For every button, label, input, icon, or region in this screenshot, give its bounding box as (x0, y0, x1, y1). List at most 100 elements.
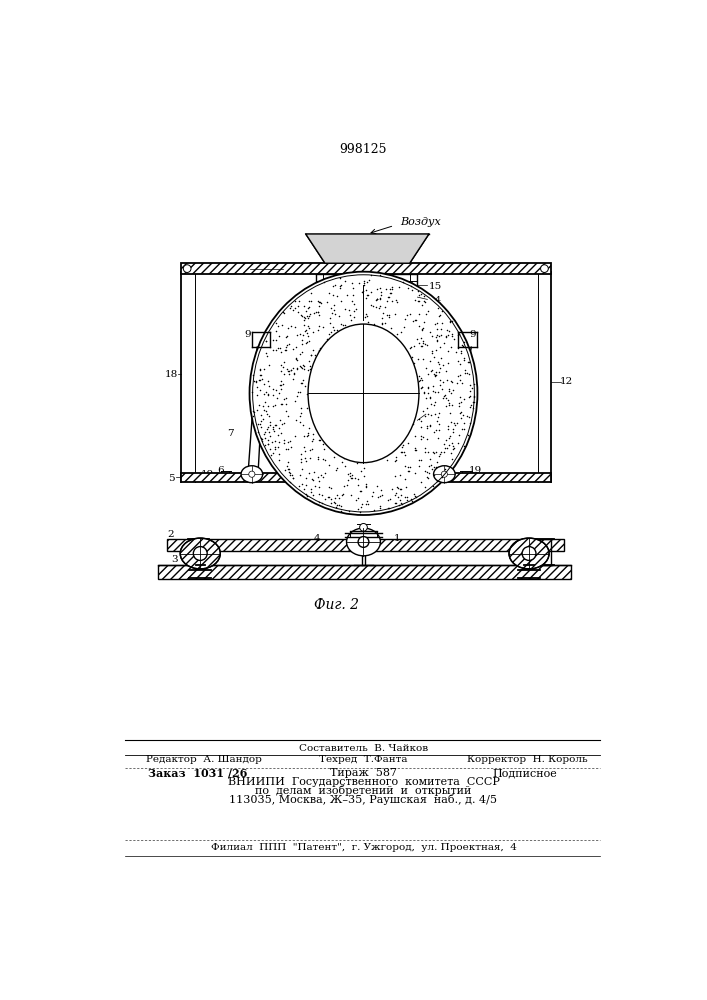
Point (443, 395, 455, 411)
Point (310, 304, 322, 320)
Circle shape (249, 471, 255, 477)
Point (289, 393, 300, 409)
Point (375, 287, 386, 303)
Point (277, 416, 288, 432)
Point (258, 376, 269, 392)
Point (439, 387, 450, 403)
Point (439, 440, 450, 456)
Point (421, 464, 433, 480)
Point (391, 294, 402, 310)
Point (282, 441, 293, 457)
Point (385, 285, 397, 301)
Text: 21: 21 (425, 408, 438, 417)
Point (407, 493, 418, 509)
Point (395, 481, 406, 497)
Point (421, 420, 433, 436)
Point (281, 337, 292, 353)
Point (281, 342, 292, 358)
Point (281, 361, 292, 377)
Point (436, 381, 448, 397)
Point (287, 371, 298, 387)
Point (301, 428, 312, 444)
Point (267, 332, 279, 348)
Point (391, 485, 402, 501)
Point (434, 339, 445, 355)
Point (358, 277, 369, 293)
Point (452, 353, 464, 369)
Point (275, 425, 286, 441)
Point (354, 504, 366, 520)
Point (352, 471, 363, 487)
Point (459, 362, 470, 378)
Point (452, 327, 464, 343)
Point (308, 342, 319, 358)
Point (415, 372, 426, 388)
Point (252, 416, 264, 432)
Point (271, 323, 282, 339)
Point (448, 441, 459, 457)
Point (300, 453, 311, 469)
Point (296, 344, 308, 360)
Point (344, 307, 356, 323)
Point (362, 314, 373, 330)
Point (426, 362, 437, 378)
Point (337, 486, 349, 502)
Point (353, 275, 364, 291)
Point (397, 444, 408, 460)
Point (449, 440, 460, 456)
Point (280, 339, 291, 355)
Point (275, 357, 286, 373)
Point (264, 424, 275, 440)
Point (273, 446, 284, 462)
Point (448, 438, 459, 454)
Point (263, 357, 274, 373)
Point (416, 419, 427, 435)
Point (278, 359, 289, 375)
Point (394, 497, 405, 513)
Point (342, 472, 354, 488)
Point (298, 428, 310, 444)
Point (457, 407, 469, 423)
Point (429, 394, 440, 410)
Point (463, 354, 474, 370)
Point (261, 421, 272, 437)
Point (443, 323, 455, 339)
Point (413, 351, 424, 367)
Point (440, 329, 452, 345)
Point (260, 333, 271, 349)
Point (256, 433, 267, 449)
Point (318, 441, 329, 457)
Point (286, 439, 297, 455)
Point (302, 362, 313, 378)
Point (415, 428, 426, 444)
Point (416, 286, 427, 302)
Ellipse shape (180, 538, 221, 569)
Point (331, 497, 342, 513)
Point (255, 416, 266, 432)
Text: 15: 15 (429, 282, 442, 291)
Point (296, 461, 308, 477)
Point (351, 455, 362, 471)
Point (300, 322, 312, 338)
Point (264, 428, 276, 444)
Point (260, 333, 271, 349)
Point (262, 432, 273, 448)
Point (283, 366, 294, 382)
Point (315, 294, 326, 310)
Point (314, 318, 325, 334)
Text: 6: 6 (218, 466, 224, 475)
Point (419, 385, 430, 401)
Point (361, 478, 372, 494)
Point (407, 313, 419, 329)
Point (317, 451, 329, 467)
Point (267, 387, 279, 403)
Point (305, 285, 317, 301)
Point (252, 387, 263, 403)
Point (431, 315, 443, 331)
Point (440, 390, 452, 406)
Point (269, 417, 281, 433)
Point (428, 366, 440, 382)
Point (385, 281, 396, 297)
Point (247, 384, 258, 400)
Point (262, 406, 273, 422)
